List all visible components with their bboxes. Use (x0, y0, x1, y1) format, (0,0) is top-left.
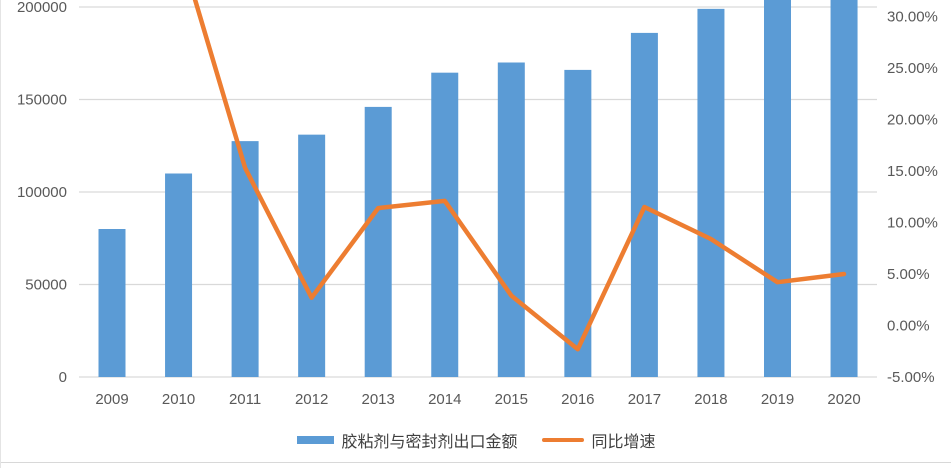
right-axis-tick-15: 15.00% (887, 163, 938, 180)
legend-line-label: 同比增速 (591, 434, 656, 451)
legend-item-export-amount: 胶粘剂与密封剂出口金额 (297, 428, 518, 452)
x-axis-label-2012: 2012 (295, 391, 328, 408)
legend-bar-swatch (297, 436, 335, 444)
x-axis-label-2014: 2014 (428, 391, 461, 408)
right-axis-tick-30: 30.00% (887, 9, 938, 26)
bar-2010 (165, 173, 193, 377)
x-axis-label-2019: 2019 (761, 391, 794, 408)
legend: 胶粘剂与密封剂出口金额 同比增速 (1, 429, 951, 451)
bar-2013 (364, 106, 392, 378)
left-axis-tick-50000: 50000 (25, 277, 67, 294)
left-axis-tick-0: 0 (59, 369, 67, 386)
x-axis-label-2010: 2010 (162, 391, 195, 408)
bar-2019 (764, 0, 791, 377)
left-axis-tick-100000: 100000 (17, 184, 67, 201)
legend-line-swatch (541, 438, 584, 442)
right-axis-tick-10: 10.00% (887, 215, 938, 232)
image-bottom-border (1, 462, 951, 463)
x-axis-label-2018: 2018 (694, 391, 727, 408)
x-axis-label-2013: 2013 (362, 391, 395, 408)
legend-item-yoy-growth: 同比增速 (541, 428, 656, 452)
x-axis-label-2011: 2011 (229, 391, 261, 408)
x-axis-label-2020: 2020 (827, 391, 860, 408)
x-axis-label-2016: 2016 (561, 391, 594, 408)
bar-2012 (298, 134, 326, 377)
bar-2011 (231, 141, 259, 377)
right-axis-tick-25: 25.00% (887, 60, 938, 77)
right-axis-tick-5: 5.00% (887, 266, 930, 283)
bar-2014 (431, 72, 459, 378)
legend-bar-label: 胶粘剂与密封剂出口金额 (341, 434, 518, 451)
bar-2018 (697, 8, 725, 377)
x-axis-label-2017: 2017 (628, 391, 661, 408)
right-axis-tick--5: -5.00% (887, 369, 935, 386)
right-axis-tick-0: 0.00% (887, 318, 930, 335)
x-axis-label-2009: 2009 (95, 391, 128, 408)
right-axis-tick-20: 20.00% (887, 112, 938, 129)
bar-2015 (497, 62, 525, 377)
bar-2009 (98, 229, 126, 377)
yoy-growth-line (192, 0, 847, 352)
x-axis-label-2015: 2015 (495, 391, 528, 408)
left-axis-tick-150000: 150000 (17, 92, 67, 109)
bar-2020 (830, 0, 858, 377)
left-axis-tick-200000: 200000 (17, 0, 67, 16)
